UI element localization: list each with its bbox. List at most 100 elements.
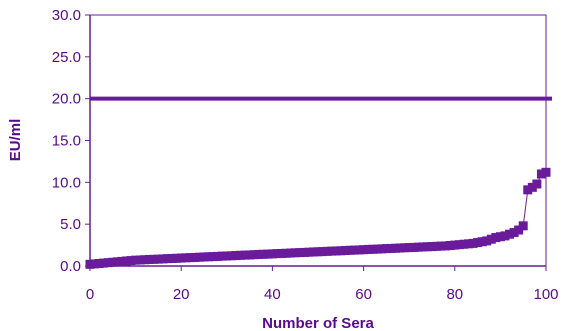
data-point xyxy=(427,242,437,252)
axes xyxy=(85,14,547,271)
x-tick-label: 100 xyxy=(533,286,558,303)
data-point xyxy=(295,248,305,258)
data-point xyxy=(518,221,528,231)
data-point xyxy=(345,245,355,255)
x-tick-label: 0 xyxy=(86,286,94,303)
data-point xyxy=(381,244,391,254)
data-point xyxy=(167,253,177,263)
tick-labels: 0.0 5.0 10.0 15.0 20.0 25.0 30.0 0 20 40 60 80 100 xyxy=(52,7,559,303)
data-point xyxy=(377,244,387,254)
data-point xyxy=(395,243,405,253)
data-point xyxy=(359,245,369,255)
x-tick-label: 60 xyxy=(355,286,372,303)
data-point xyxy=(527,182,537,192)
data-point xyxy=(372,244,382,254)
plot-frame xyxy=(89,14,547,267)
data-point xyxy=(327,246,337,256)
data-point xyxy=(482,236,492,246)
data-point xyxy=(131,255,141,265)
data-point xyxy=(103,258,113,268)
data-point xyxy=(299,247,309,257)
y-tick-label: 0.0 xyxy=(60,258,81,275)
data-point xyxy=(231,251,241,261)
data-point xyxy=(153,254,163,264)
data-point xyxy=(505,229,515,239)
data-point xyxy=(263,249,273,259)
y-tick-label: 15.0 xyxy=(52,133,81,150)
y-tick-label: 25.0 xyxy=(52,49,81,66)
data-point xyxy=(254,249,264,259)
data-point xyxy=(135,255,145,265)
data-point xyxy=(532,179,542,189)
data-point xyxy=(176,253,186,263)
data-point xyxy=(363,244,373,254)
data-point xyxy=(413,242,423,252)
data-point xyxy=(354,245,364,255)
data-point xyxy=(491,233,501,243)
data-point xyxy=(158,254,168,264)
data-point xyxy=(386,243,396,253)
data-point xyxy=(308,247,318,257)
data-point xyxy=(112,257,122,267)
data-point xyxy=(340,246,350,256)
data-point xyxy=(149,254,159,264)
data-point xyxy=(509,228,519,238)
y-tick-label: 10.0 xyxy=(52,174,81,191)
data-point xyxy=(267,249,277,259)
data-point xyxy=(226,251,236,261)
data-point xyxy=(181,253,191,263)
data-point xyxy=(172,253,182,263)
data-point xyxy=(536,169,546,179)
x-tick-label: 40 xyxy=(264,286,281,303)
data-point xyxy=(286,248,296,258)
data-point xyxy=(185,253,195,263)
data-point xyxy=(523,185,533,195)
data-point xyxy=(459,239,469,249)
data-point xyxy=(473,238,483,248)
data-point xyxy=(144,254,154,264)
data-point xyxy=(140,255,150,265)
x-tick-label: 80 xyxy=(446,286,463,303)
data-point xyxy=(422,242,432,252)
data-point xyxy=(281,248,291,258)
data-point xyxy=(477,237,487,247)
data-point xyxy=(322,246,332,256)
data-point xyxy=(441,241,451,251)
data-point xyxy=(313,247,323,257)
data-point xyxy=(249,250,259,260)
data-point xyxy=(90,259,100,269)
data-point xyxy=(318,247,328,257)
data-point xyxy=(541,167,551,177)
data-point xyxy=(204,252,214,262)
data-point xyxy=(404,243,414,253)
data-point xyxy=(409,242,419,252)
data-point xyxy=(108,257,118,267)
x-axis-title: Number of Sera xyxy=(262,315,374,331)
data-point xyxy=(235,250,245,260)
data-point xyxy=(368,244,378,254)
data-point xyxy=(258,249,268,259)
data-point xyxy=(463,239,473,249)
y-tick-label: 5.0 xyxy=(60,216,81,233)
data-point xyxy=(208,252,218,262)
y-axis-title: EU/ml xyxy=(7,119,24,162)
data-point xyxy=(222,251,232,261)
data-point xyxy=(454,240,464,250)
data-point xyxy=(400,243,410,253)
data-point xyxy=(391,243,401,253)
data-point xyxy=(245,250,255,260)
data-point xyxy=(163,254,173,264)
data-point xyxy=(450,240,460,250)
data-point xyxy=(418,242,428,252)
data-point xyxy=(126,256,136,266)
data-point xyxy=(495,232,505,242)
data-point xyxy=(486,234,496,244)
data-point xyxy=(99,258,109,268)
data-point xyxy=(336,246,346,256)
data-point xyxy=(349,245,359,255)
data-point xyxy=(500,231,510,241)
data-point xyxy=(117,256,127,266)
data-point xyxy=(272,249,282,259)
data-point xyxy=(121,256,131,266)
